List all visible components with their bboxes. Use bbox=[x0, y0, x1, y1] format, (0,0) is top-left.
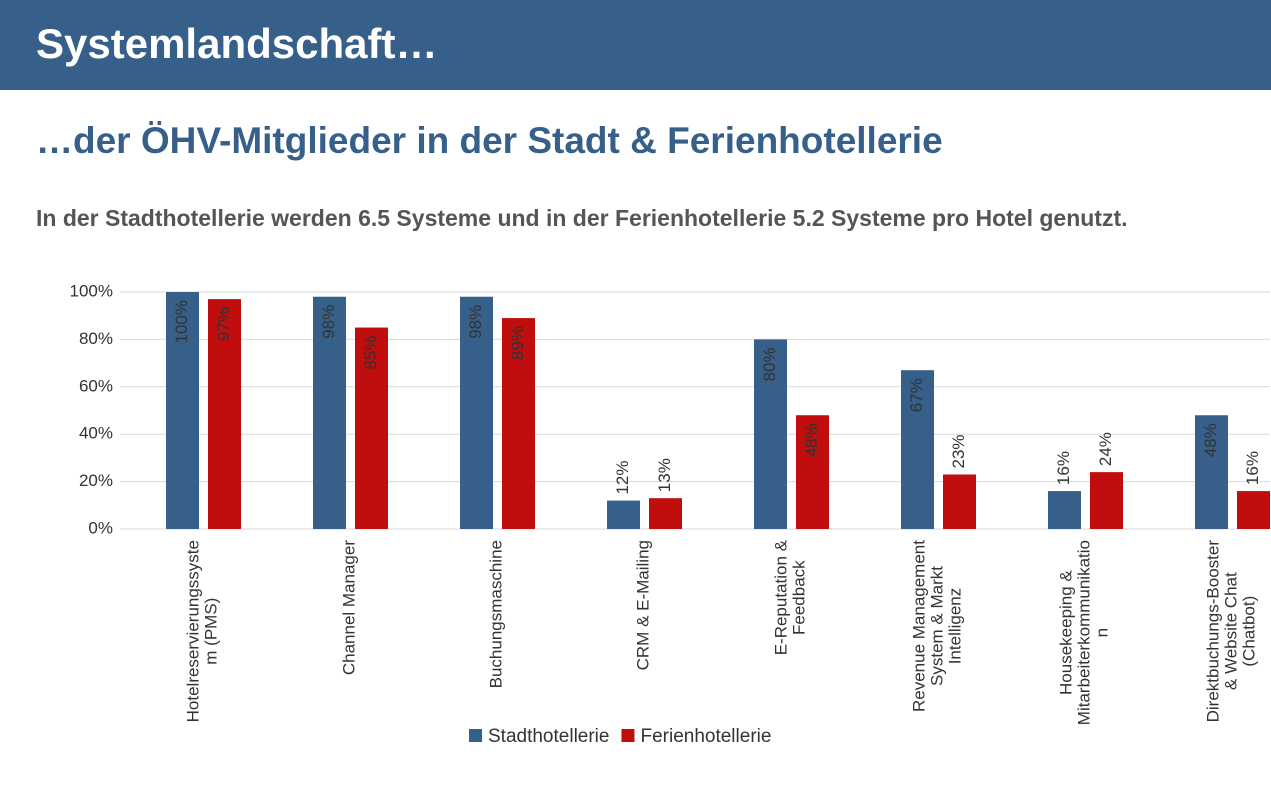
y-tick-label: 60% bbox=[79, 376, 113, 395]
bar bbox=[313, 296, 346, 529]
value-label: 13% bbox=[655, 458, 674, 492]
value-label: 48% bbox=[802, 423, 821, 457]
bar bbox=[754, 339, 787, 529]
bar bbox=[1048, 491, 1081, 529]
bar bbox=[1090, 472, 1123, 529]
bar bbox=[460, 296, 493, 529]
value-label: 85% bbox=[361, 336, 380, 370]
value-label: 89% bbox=[508, 326, 527, 360]
x-tick-label: Revenue Management bbox=[909, 540, 928, 712]
value-label: 23% bbox=[949, 434, 968, 468]
legend-swatch bbox=[621, 729, 635, 742]
legend-label: Stadthotellerie bbox=[488, 726, 609, 747]
legend-swatch bbox=[469, 729, 482, 742]
summary: In der Stadthotellerie werden 6.5 System… bbox=[36, 205, 1128, 231]
value-label: 24% bbox=[1096, 432, 1115, 466]
bar bbox=[901, 370, 934, 529]
bar bbox=[208, 299, 241, 529]
value-label: 12% bbox=[613, 461, 632, 495]
x-tick-label: & Website Chat bbox=[1221, 572, 1240, 690]
x-tick-label: Mitarbeiterkommunikatio bbox=[1074, 540, 1093, 725]
x-tick-label: System & Markt bbox=[927, 566, 946, 686]
bar bbox=[943, 474, 976, 529]
value-label: 67% bbox=[907, 378, 926, 412]
value-label: 16% bbox=[1243, 451, 1262, 485]
bar bbox=[649, 498, 682, 529]
bar bbox=[1195, 415, 1228, 529]
value-label: 98% bbox=[466, 305, 485, 339]
y-tick-label: 20% bbox=[79, 471, 113, 490]
value-label: 97% bbox=[214, 307, 233, 341]
y-tick-label: 80% bbox=[79, 329, 113, 348]
x-tick-label: Direktbuchungs-Booster bbox=[1203, 540, 1222, 723]
value-label: 100% bbox=[172, 300, 191, 343]
x-tick-label: Intelligenz bbox=[945, 588, 964, 665]
legend-label: Ferienhotellerie bbox=[640, 726, 771, 747]
bar bbox=[796, 415, 829, 529]
x-tick-label: Hotelreservierungssyste bbox=[183, 540, 202, 722]
y-tick-label: 40% bbox=[79, 424, 113, 443]
y-tick-label: 0% bbox=[88, 518, 113, 537]
bar bbox=[355, 327, 388, 529]
x-tick-label: n bbox=[1092, 628, 1111, 637]
x-tick-label: CRM & E-Mailing bbox=[633, 540, 652, 670]
value-label: 16% bbox=[1054, 451, 1073, 485]
x-tick-label: (Chatbot) bbox=[1239, 596, 1258, 667]
bar bbox=[1237, 491, 1270, 529]
y-tick-label: 100% bbox=[70, 281, 113, 300]
x-tick-label: Channel Manager bbox=[339, 540, 358, 675]
x-tick-label: Feedback bbox=[789, 560, 808, 635]
x-tick-label: Buchungsmaschine bbox=[486, 540, 505, 688]
value-label: 98% bbox=[319, 305, 338, 339]
bar bbox=[607, 500, 640, 529]
subtitle: …der ÖHV-Mitglieder in der Stadt & Ferie… bbox=[36, 120, 943, 161]
value-label: 48% bbox=[1201, 423, 1220, 457]
x-tick-label: Housekeeping & bbox=[1056, 570, 1075, 695]
value-label: 80% bbox=[760, 347, 779, 381]
header-title: Systemlandschaft… bbox=[0, 0, 1271, 90]
bar bbox=[502, 318, 535, 529]
bar bbox=[166, 292, 199, 529]
x-tick-label: m (PMS) bbox=[201, 598, 220, 665]
x-tick-label: E-Reputation & bbox=[771, 539, 790, 655]
